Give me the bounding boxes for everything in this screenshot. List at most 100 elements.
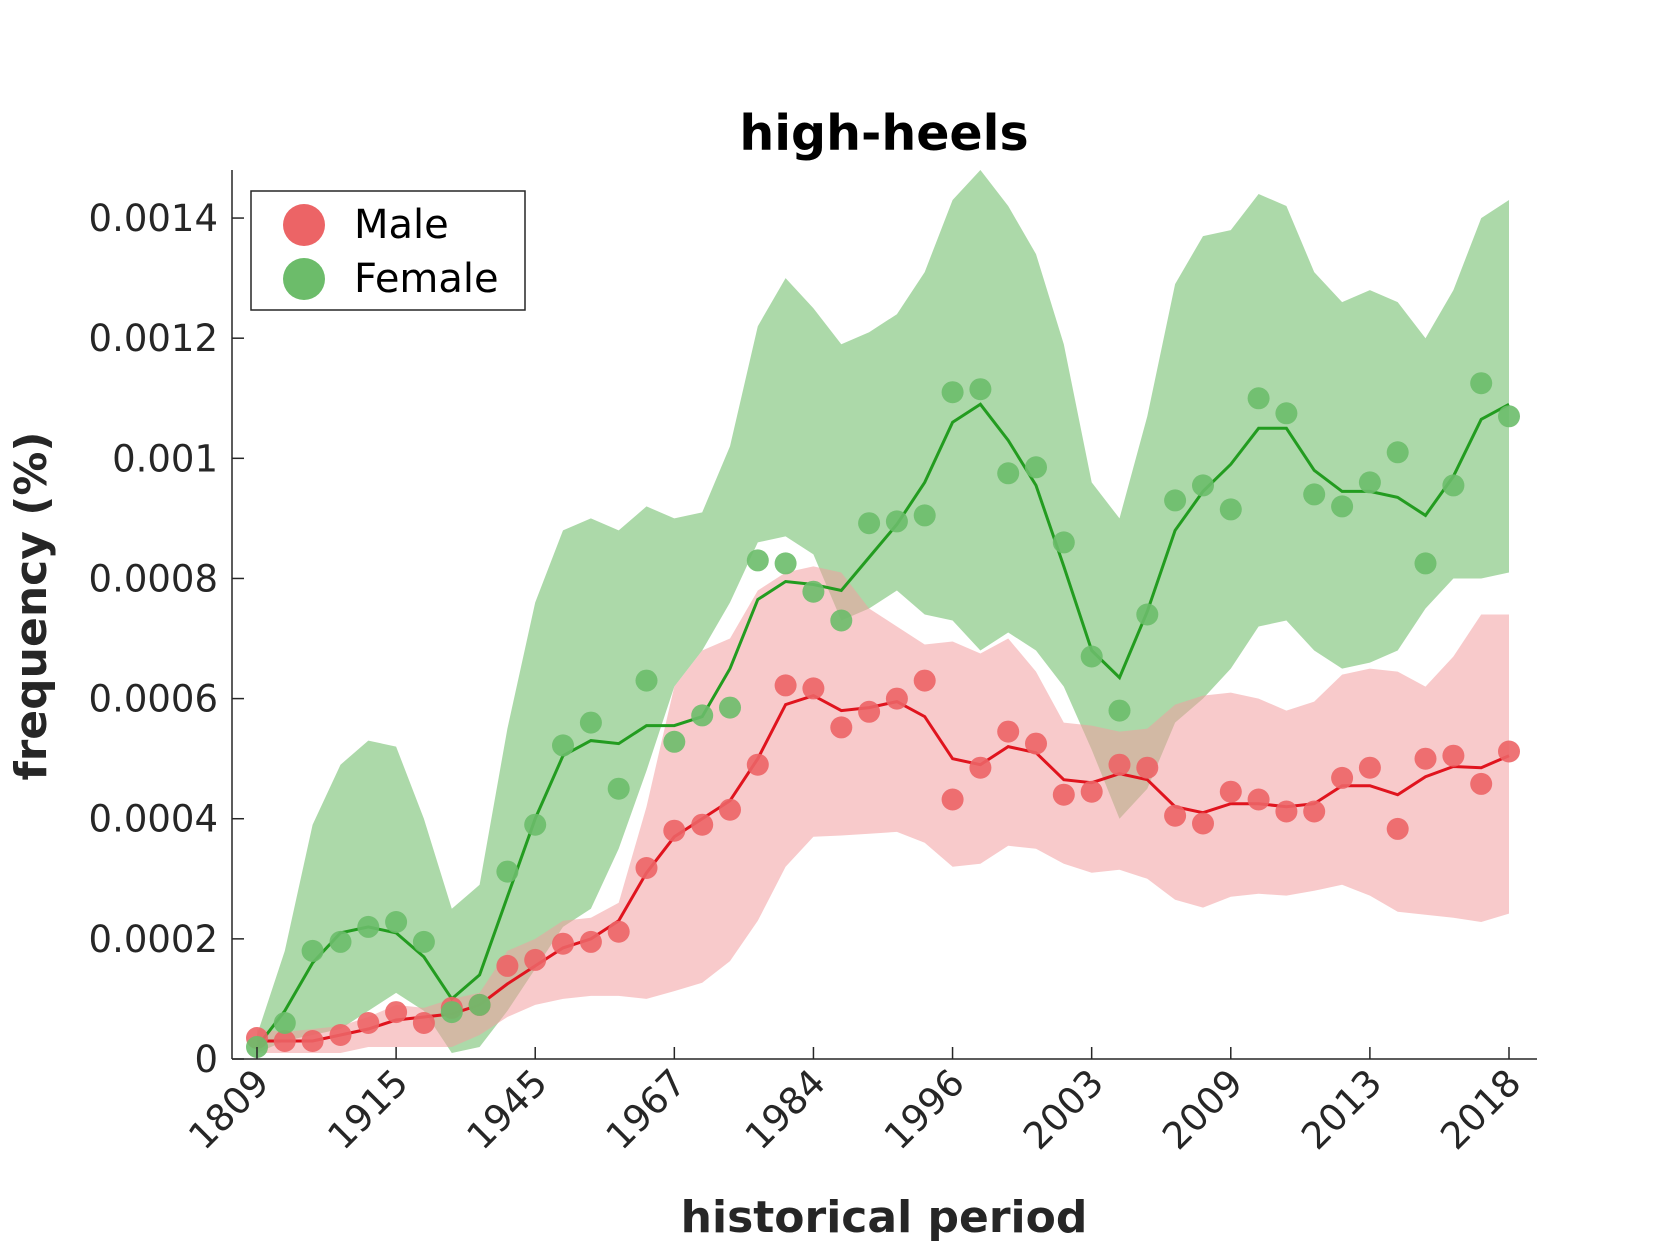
- marker-male: [913, 669, 936, 692]
- marker-male: [1052, 783, 1075, 806]
- marker-female: [1442, 474, 1465, 497]
- marker-female: [440, 1001, 463, 1024]
- marker-male: [1080, 780, 1103, 803]
- marker-female: [830, 609, 853, 632]
- marker-male: [496, 954, 519, 977]
- marker-female: [635, 669, 658, 692]
- marker-female: [1136, 603, 1159, 626]
- marker-male: [746, 753, 769, 776]
- marker-male: [412, 1012, 435, 1034]
- marker-male: [1164, 804, 1187, 827]
- y-tick-label: 0.0002: [89, 918, 218, 961]
- marker-female: [1164, 489, 1187, 512]
- marker-female: [719, 696, 741, 719]
- marker-female: [802, 580, 825, 603]
- marker-female: [913, 504, 936, 527]
- marker-female: [885, 510, 908, 533]
- marker-male: [1498, 740, 1520, 763]
- marker-female: [1358, 471, 1381, 494]
- y-tick-label: 0.0004: [89, 798, 218, 841]
- band-female: [257, 170, 1509, 1053]
- marker-female: [746, 549, 769, 572]
- marker-male: [830, 716, 853, 739]
- marker-male: [385, 1001, 408, 1024]
- marker-female: [524, 813, 547, 836]
- y-axis-title: frequency (%): [6, 431, 57, 780]
- y-tick-label: 0.0008: [89, 557, 218, 600]
- legend: Male Female: [250, 190, 526, 311]
- marker-female: [496, 860, 519, 883]
- y-tick-label: 0.001: [112, 437, 218, 480]
- marker-female: [1052, 531, 1075, 554]
- marker-male: [941, 788, 964, 811]
- marker-male: [858, 700, 881, 723]
- marker-female: [607, 777, 630, 800]
- line-male: [257, 693, 1510, 1043]
- marker-female: [1303, 483, 1326, 506]
- marker-female: [412, 930, 435, 953]
- marker-male: [1136, 756, 1159, 779]
- legend-label-female: Female: [354, 256, 499, 302]
- marker-male: [635, 857, 658, 879]
- marker-male: [969, 756, 992, 779]
- marker-male: [1025, 732, 1047, 755]
- marker-male: [1275, 800, 1298, 823]
- trend-lines: [255, 402, 1510, 1048]
- marker-female: [774, 552, 797, 575]
- marker-female: [969, 378, 992, 401]
- marker-male: [1331, 766, 1354, 789]
- marker-male: [1247, 788, 1270, 811]
- marker-female: [357, 915, 380, 938]
- marker-female: [1414, 552, 1437, 575]
- marker-male: [1470, 772, 1493, 795]
- marker-male: [607, 920, 630, 943]
- marker-male: [1192, 812, 1214, 835]
- marker-female: [385, 911, 408, 933]
- marker-male: [1414, 747, 1437, 770]
- legend-label-male: Male: [354, 202, 449, 248]
- marker-female: [941, 381, 964, 404]
- marker-female: [1470, 372, 1493, 395]
- legend-marker-female: [283, 258, 325, 300]
- marker-male: [524, 948, 547, 971]
- axes: [231, 170, 1537, 1060]
- marker-male: [719, 798, 741, 821]
- marker-male: [1303, 800, 1326, 823]
- marker-female: [329, 930, 352, 953]
- marker-female: [1275, 402, 1298, 425]
- marker-female: [1080, 645, 1103, 668]
- marker-male: [1442, 744, 1465, 767]
- confidence-bands: [257, 170, 1509, 1053]
- x-axis-title: historical period: [681, 1192, 1088, 1243]
- marker-male: [885, 687, 908, 710]
- marker-male: [774, 674, 797, 697]
- y-tick-label: 0.0014: [89, 197, 218, 240]
- line-female: [255, 402, 1510, 1048]
- y-tick-label: 0.0006: [89, 678, 218, 721]
- marker-female: [1108, 699, 1131, 722]
- marker-female: [552, 734, 574, 757]
- marker-female: [1192, 474, 1214, 497]
- marker-female: [1498, 405, 1520, 428]
- marker-male: [691, 813, 714, 836]
- marker-male: [1219, 780, 1242, 803]
- marker-male: [552, 932, 574, 955]
- marker-female: [858, 512, 881, 535]
- marker-male: [357, 1012, 380, 1034]
- marker-female: [691, 704, 714, 727]
- marker-male: [1386, 817, 1409, 840]
- marker-female: [1247, 387, 1270, 410]
- marker-male: [301, 1030, 324, 1052]
- marker-male: [1108, 753, 1131, 776]
- marker-male: [997, 720, 1020, 743]
- marker-female: [579, 711, 602, 734]
- marker-female: [1386, 441, 1409, 464]
- marker-female: [468, 993, 491, 1016]
- marker-female: [1025, 456, 1047, 479]
- marker-male: [273, 1030, 296, 1052]
- marker-female: [1219, 498, 1242, 521]
- band-male: [257, 566, 1509, 1053]
- chart-title: high-heels: [739, 105, 1028, 162]
- marker-female: [273, 1012, 296, 1034]
